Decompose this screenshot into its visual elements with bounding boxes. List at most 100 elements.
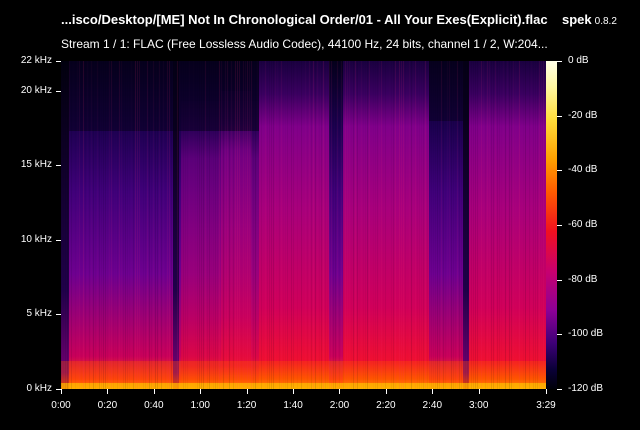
spectrogram-texture-line [81,61,82,389]
spectrogram-texture-line [487,61,488,389]
spectrogram-texture-line [461,61,462,389]
spectrogram-texture-line [393,61,394,389]
time-tick [432,389,434,394]
time-tick-label: 0:40 [144,400,164,411]
spectrogram-texture-line [177,61,178,389]
spectrogram-texture-line [151,61,152,389]
spectrogram-texture-line [425,61,426,389]
spectrogram-texture-line [513,61,514,389]
spectrogram-texture-line [437,61,438,389]
spectrogram-texture-line [91,61,92,389]
band-dark-2 [173,61,179,389]
spectrogram-texture-line [187,61,188,389]
spectrogram-texture-line [341,61,342,389]
spectrogram-texture-line [245,61,246,389]
spectrogram-texture-line [121,61,122,389]
spectrogram-texture-line [115,61,116,389]
spectrogram-texture-line [275,61,276,389]
spectrogram-texture-line [123,61,124,389]
db-tick-label: -120 dB [568,383,604,394]
spectrogram-texture-line [257,61,258,389]
time-tick [61,389,62,394]
db-tick [557,115,562,117]
spectrogram-texture-line [525,61,526,389]
spectrogram-texture-line [467,61,468,389]
time-tick [339,389,341,394]
spectrogram-texture-line [241,61,242,389]
db-tick-label: 0 dB [568,55,589,66]
spectrogram-texture-line [317,61,318,389]
spectrogram-texture-line [83,61,84,389]
spectrogram-texture-line [307,61,308,389]
spectrogram-texture-line [457,61,458,389]
spectrogram-texture-line [111,61,112,389]
db-tick [557,61,562,62]
spectrogram-texture-line [447,61,448,389]
spectrogram-texture-line [135,61,136,389]
spectrogram-texture-line [297,61,298,389]
spectrogram-texture-line [507,61,508,389]
spectrogram-texture-line [259,61,260,389]
spectrogram-texture-line [499,61,500,389]
spectrogram-texture-line [205,61,206,389]
spectrogram-texture-line [355,61,356,389]
time-tick [107,389,109,394]
spectrogram-texture-line [281,61,282,389]
spectrogram-texture-line [321,61,322,389]
spectrogram-texture-line [157,61,158,389]
spectrogram-texture-line [119,61,120,389]
spectrogram-texture-line [179,61,180,389]
spectrogram-texture-line [215,61,216,389]
spectrogram-texture-line [329,61,330,389]
spectrogram-texture-line [533,61,534,389]
spectrogram-texture-line [527,61,528,389]
frequency-tick [56,314,61,316]
spectrogram-texture-line [143,61,144,389]
spectrogram-texture-line [89,61,90,389]
spectrogram-texture-line [165,61,166,389]
spectrogram-texture-line [99,61,100,389]
spectrogram-texture-line [315,61,316,389]
spectrogram-texture-line [247,61,248,389]
db-tick [557,170,562,172]
spectrogram-texture-line [291,61,292,389]
spectrogram-texture-line [303,61,304,389]
spectrogram-texture-line [477,61,478,389]
spectrogram-texture-line [167,61,168,389]
spectrogram-texture-line [445,61,446,389]
spectrogram-texture-line [335,61,336,389]
spectrogram-texture-line [359,61,360,389]
time-tick-label: 0:20 [97,400,118,411]
spectrogram-texture-line [475,61,476,389]
spectrogram-texture-line [427,61,428,389]
spectrogram-texture-line [63,61,64,389]
spectrogram-texture-line [313,61,314,389]
spectrogram-texture-line [379,61,380,389]
spectrogram-texture-line [75,61,76,389]
spectrogram-texture-line [493,61,494,389]
frequency-tick-label: 15 kHz [20,159,52,171]
spectrogram-texture-line [171,61,172,389]
colorbar [546,61,557,389]
spectrogram-texture-line [363,61,364,389]
frequency-tick-label: 10 kHz [20,233,52,245]
time-tick-label: 1:20 [236,400,257,411]
spectrogram-texture-line [465,61,466,389]
spectrogram-texture-line [283,61,284,389]
spectrogram-texture-line [277,61,278,389]
app-name: spek [562,12,592,27]
time-tick-label: 3:00 [468,400,489,411]
spectrogram-texture-line [219,61,220,389]
spectrogram-texture-line [505,61,506,389]
spectrogram-texture-line [333,61,334,389]
spectrogram-texture-line [455,61,456,389]
spectrogram-texture-line [251,61,252,389]
spectrogram-texture-line [497,61,498,389]
spectrogram-texture-line [261,61,262,389]
spectrogram-texture-line [529,61,530,389]
spectrogram-texture-line [173,61,174,389]
spectrogram-texture-line [339,61,340,389]
spectrogram-texture-line [449,61,450,389]
spectrogram-texture-line [183,61,184,389]
spectrogram-texture-line [117,61,118,389]
